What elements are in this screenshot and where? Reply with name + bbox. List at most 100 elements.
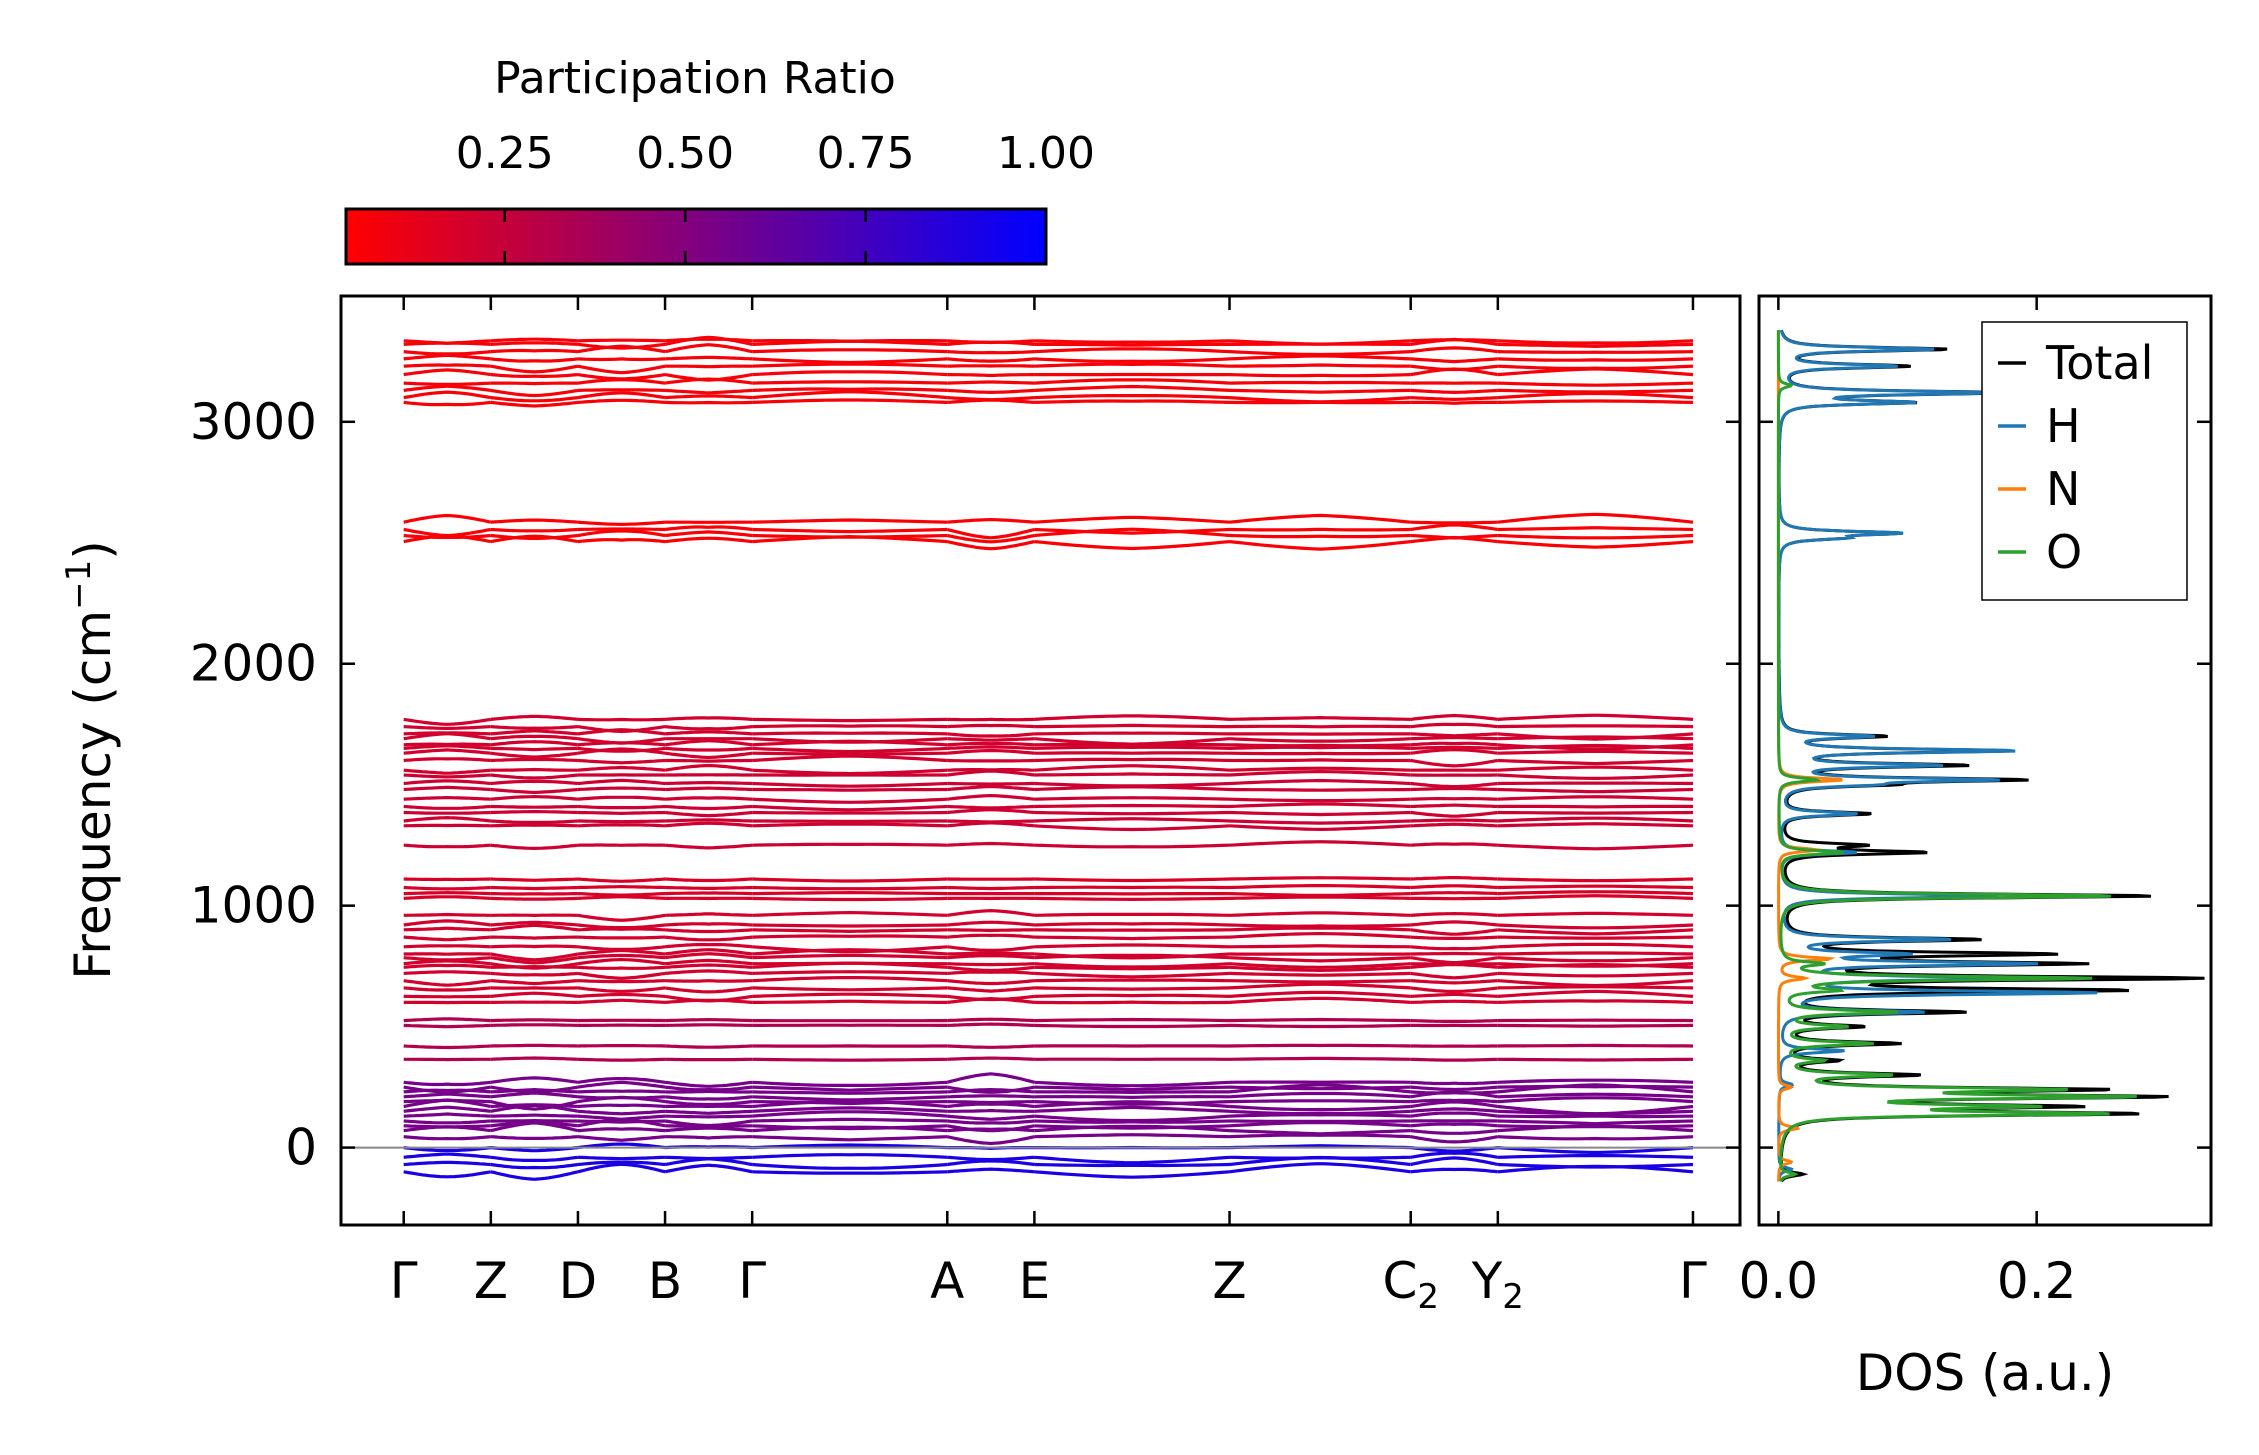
- band-line-deformation: [577, 992, 666, 998]
- band-line-upper-bending: [1410, 735, 1498, 741]
- band-line-low-optical: [490, 1018, 578, 1023]
- band-line-lattice: [1034, 1124, 1230, 1130]
- band-line-deformation: [947, 933, 1035, 939]
- band-x-ticks: Γ Z D B Γ A E Z C2 Y2 Γ: [390, 296, 1707, 1317]
- band-line-c-o-c-n: [665, 891, 753, 896]
- band-line-upper-bending: [1497, 758, 1694, 766]
- band-line-deformation: [577, 948, 666, 956]
- dos-legend: Total HNO: [1981, 321, 2188, 601]
- band-line-deformation: [1229, 996, 1411, 1004]
- band-line-deformation: [403, 956, 491, 962]
- band-line-lattice: [752, 1110, 948, 1118]
- band-line-lattice: [1229, 1129, 1411, 1136]
- band-line-c-o-c-n: [752, 890, 948, 896]
- band-line-soft-acoustic: [490, 1155, 579, 1162]
- band-line-oh-nh-stretch: [577, 338, 666, 343]
- band-line-deformation: [752, 928, 948, 934]
- band-line-low-optical: [577, 1057, 666, 1062]
- band-line-lattice: [403, 1080, 491, 1087]
- band-line-upper-bending: [490, 740, 579, 747]
- band-line-oh-nh-stretch: [1034, 339, 1230, 344]
- band-line-low-optical: [490, 1043, 578, 1048]
- band-line-lattice: [1229, 1091, 1411, 1099]
- band-line-oh-nh-stretch: [1497, 350, 1694, 354]
- band-line-upper-bending: [947, 732, 1035, 738]
- band-line-low-optical: [403, 1017, 491, 1023]
- band-line-soft-acoustic: [1410, 1167, 1498, 1174]
- band-line-mid-bending: [752, 787, 948, 792]
- legend-label-total: Total: [2045, 336, 2153, 390]
- band-line-low-optical: [665, 1017, 753, 1023]
- band-line-lattice: [664, 1080, 753, 1088]
- band-line-lattice: [1497, 1119, 1694, 1126]
- band-line-upper-bending: [664, 725, 753, 731]
- band-line-soft-acoustic: [947, 1159, 1035, 1167]
- y-tick-label: 2000: [190, 635, 317, 693]
- band-line-upper-bending: [403, 742, 491, 747]
- band-line-low-optical: [1410, 1019, 1498, 1023]
- band-line-deformation: [947, 965, 1035, 973]
- band-line-deformation: [490, 991, 579, 998]
- band-line-oh-nh-stretch: [1229, 396, 1411, 404]
- band-line-deformation: [752, 992, 948, 998]
- band-line-deformation: [1034, 993, 1230, 998]
- band-line-mid-bending: [665, 804, 753, 811]
- band-line-upper-bending: [1410, 732, 1498, 738]
- band-line-deformation: [403, 959, 491, 966]
- band-line-mid-bending: [403, 779, 491, 786]
- band-line-soft-acoustic: [664, 1163, 753, 1174]
- band-line-mid-bending: [403, 810, 491, 815]
- band-line-lattice: [665, 1109, 753, 1115]
- band-line-deformation: [1034, 971, 1230, 979]
- band-line-deformation: [1034, 922, 1230, 927]
- band-line-upper-bending: [1229, 737, 1411, 743]
- band-line-c-o-c-n: [577, 892, 666, 897]
- y-tick-label: 0: [285, 1119, 317, 1177]
- band-line-upper-bending: [1229, 766, 1411, 772]
- band-line-oh-nh-stretch: [1410, 396, 1498, 402]
- band-line-oh-nh-stretch: [403, 363, 491, 368]
- band-line-upper-bending: [490, 734, 579, 741]
- band-line-soft-acoustic: [577, 1162, 666, 1174]
- band-line-lattice: [1410, 1122, 1498, 1128]
- band-line-lattice: [947, 1114, 1035, 1121]
- band-line-oh-nh-stretch: [752, 398, 948, 404]
- band-line-upper-bending: [1410, 722, 1498, 729]
- band-line-upper-bending: [403, 725, 491, 730]
- band-line-c-o-c-n: [947, 885, 1035, 891]
- band-line-lattice: [946, 1072, 1035, 1084]
- band-line-lattice: [490, 1085, 579, 1094]
- band-line-deformation: [752, 953, 948, 960]
- band-line-lattice: [752, 1080, 948, 1087]
- band-line-c-o-c-n: [1229, 895, 1411, 900]
- band-line-soft-acoustic: [1497, 1153, 1694, 1159]
- band-line-h-bond-stretch: [1410, 520, 1498, 525]
- band-line-deformation: [1229, 931, 1411, 939]
- band-line-soft-acoustic: [490, 1170, 579, 1181]
- legend-label-n: N: [2046, 462, 2080, 516]
- band-line-mid-bending: [1497, 804, 1694, 809]
- band-line-mid-bending: [1229, 819, 1411, 825]
- band-line-h-bond-stretch: [664, 525, 753, 532]
- band-line-c-o-c-n: [752, 896, 948, 902]
- band-line-lattice: [490, 1135, 578, 1140]
- band-line-upper-bending: [1034, 745, 1230, 750]
- band-line-mid-bending: [947, 808, 1035, 815]
- band-line-c-o-c-n: [577, 884, 666, 890]
- band-line-h-bond-stretch: [1229, 540, 1411, 551]
- band-line-upper-bending: [490, 767, 578, 772]
- band-line-h-bond-stretch: [490, 527, 578, 533]
- band-line-mid-bending: [664, 843, 753, 850]
- band-line-low-optical: [665, 1044, 753, 1049]
- band-line-low-optical: [403, 1044, 491, 1050]
- band-line-lattice: [947, 1094, 1035, 1099]
- band-line-lattice: [577, 1127, 666, 1133]
- band-line-deformation: [752, 999, 948, 1004]
- band-line-mid-bending: [947, 819, 1035, 824]
- band-line-oh-nh-stretch: [1410, 338, 1498, 343]
- band-line-soft-acoustic: [1410, 1156, 1499, 1167]
- band-lines: [403, 335, 1694, 1181]
- band-line-mid-bending: [1229, 797, 1411, 803]
- band-line-upper-bending: [490, 746, 578, 752]
- band-line-c-o-c-n: [1497, 884, 1694, 890]
